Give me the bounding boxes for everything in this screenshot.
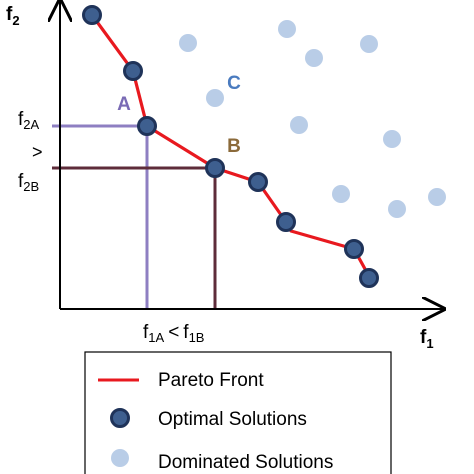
guide-lines <box>52 124 217 309</box>
dominated-point <box>206 89 224 107</box>
dominated-point <box>305 49 323 67</box>
optimal-point <box>344 239 364 259</box>
dominated-point <box>360 35 378 53</box>
annotation-c: C <box>227 73 241 94</box>
annotation-a: A <box>117 94 131 115</box>
annotation-b: B <box>227 136 241 157</box>
legend-optimal-swatch <box>110 408 130 428</box>
legend-box <box>84 351 392 474</box>
dominated-point <box>290 116 308 134</box>
optimal-point <box>137 116 157 136</box>
optimal-point <box>248 172 268 192</box>
optimal-point <box>82 5 102 25</box>
legend-pareto-label: Pareto Front <box>158 370 264 391</box>
legend-dominated-swatch <box>111 449 129 467</box>
legend-optimal-label: Optimal Solutions <box>158 409 307 430</box>
legend: Pareto Front Optimal Solutions Dominated… <box>84 351 392 474</box>
greater-than-sign: > <box>32 142 43 162</box>
dominated-point <box>428 188 446 206</box>
f1-comparison-label: f1A < f1B <box>143 322 204 345</box>
dominated-point <box>332 185 350 203</box>
dominated-point <box>383 130 401 148</box>
dominated-solutions <box>179 20 446 218</box>
dominated-point <box>179 34 197 52</box>
point-annotations: A B C <box>117 73 241 157</box>
y-axis-label: f2 <box>6 4 20 28</box>
legend-dominated-label: Dominated Solutions <box>158 452 333 473</box>
optimal-point <box>276 212 296 232</box>
f2a-label: f2A <box>18 109 40 132</box>
optimal-solutions <box>82 5 379 288</box>
f2b-label: f2B <box>18 171 39 194</box>
optimal-point <box>359 268 379 288</box>
optimal-point <box>123 61 143 81</box>
x-axis-label-sub: 1 <box>426 336 433 351</box>
y-axis-label-sub: 2 <box>12 13 19 28</box>
dominated-point <box>388 200 406 218</box>
x-axis-label: f1 <box>420 327 434 351</box>
dominated-point <box>278 20 296 38</box>
optimal-point <box>205 158 225 178</box>
